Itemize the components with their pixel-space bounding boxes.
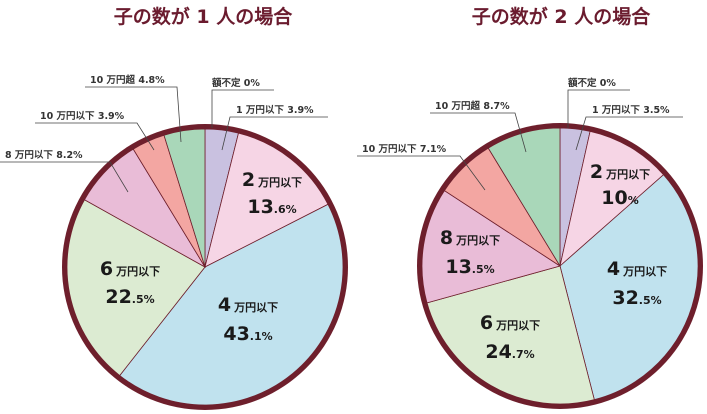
pie-chart-1: 額不定 0% 1 万円以下 3.9% 2 万円以下 13.6% 4 万円以下 43.1% 6 万円… bbox=[0, 74, 348, 410]
callout-leader-line bbox=[35, 122, 155, 151]
callout-leader-line bbox=[357, 155, 486, 191]
slice-category-label: 6 万円以下 bbox=[480, 312, 540, 334]
slice-callout-label: 1 万円以下 3.5% bbox=[592, 105, 670, 116]
slice-category-label: 6 万円以下 bbox=[100, 258, 160, 280]
slice-category-label: 4 万円以下 bbox=[607, 258, 667, 280]
slice-callout-label: 10 万円以下 3.9% bbox=[40, 111, 125, 122]
callout-leader-line bbox=[0, 161, 129, 193]
slice-callout-label: 10 万円超 4.8% bbox=[90, 74, 165, 86]
callout-leader-line bbox=[575, 116, 683, 151]
chart-title-1: 子の数が 1 人の場合 bbox=[114, 5, 293, 28]
slice-callout-label: 1 万円以下 3.9% bbox=[236, 105, 314, 116]
pie-slice bbox=[421, 190, 561, 304]
callout-leader-line bbox=[85, 86, 182, 143]
slice-value-label: 13.5% bbox=[445, 256, 494, 278]
callout-leader-line bbox=[211, 89, 274, 128]
slice-value-label: 13.6% bbox=[247, 196, 296, 218]
slice-category-label: 8 万円以下 bbox=[440, 227, 500, 249]
slice-value-label: 43.1% bbox=[223, 323, 272, 345]
callout-leader-line bbox=[567, 89, 630, 128]
callout-leader-line bbox=[430, 112, 527, 153]
chart-title-2: 子の数が 2 人の場合 bbox=[472, 5, 651, 28]
pie-slice bbox=[204, 132, 329, 268]
slice-value-label: 10% bbox=[601, 187, 638, 209]
slice-value-label: 32.5% bbox=[612, 287, 661, 309]
callout-leader-line bbox=[221, 116, 328, 151]
slice-callout-label: 10 万円超 8.7% bbox=[435, 100, 510, 112]
pie-slice bbox=[426, 265, 595, 405]
pie-slice bbox=[66, 199, 206, 377]
pie-slice bbox=[487, 127, 561, 268]
slice-callout-label: 額不定 0% bbox=[211, 77, 260, 89]
slice-callout-label: 8 万円以下 8.2% bbox=[5, 150, 83, 161]
slice-value-label: 22.5% bbox=[105, 286, 154, 308]
slice-callout-label: 額不定 0% bbox=[567, 77, 616, 89]
slice-callout-label: 10 万円以下 7.1% bbox=[362, 144, 447, 155]
slice-category-label: 4 万円以下 bbox=[218, 294, 278, 316]
slice-category-label: 2 万円以下 bbox=[590, 161, 650, 183]
pie-chart-2: 額不定 0% 1 万円以下 3.5% 2 万円以下 10% 4 万円以下 32.5% 6 万円以下… bbox=[357, 77, 703, 409]
pie-slice bbox=[119, 203, 344, 406]
slice-category-label: 2 万円以下 bbox=[242, 169, 302, 191]
slice-value-label: 24.7% bbox=[485, 341, 534, 363]
pie-slice bbox=[163, 128, 206, 268]
pie-slice bbox=[559, 174, 699, 401]
pie-slice bbox=[559, 130, 665, 268]
